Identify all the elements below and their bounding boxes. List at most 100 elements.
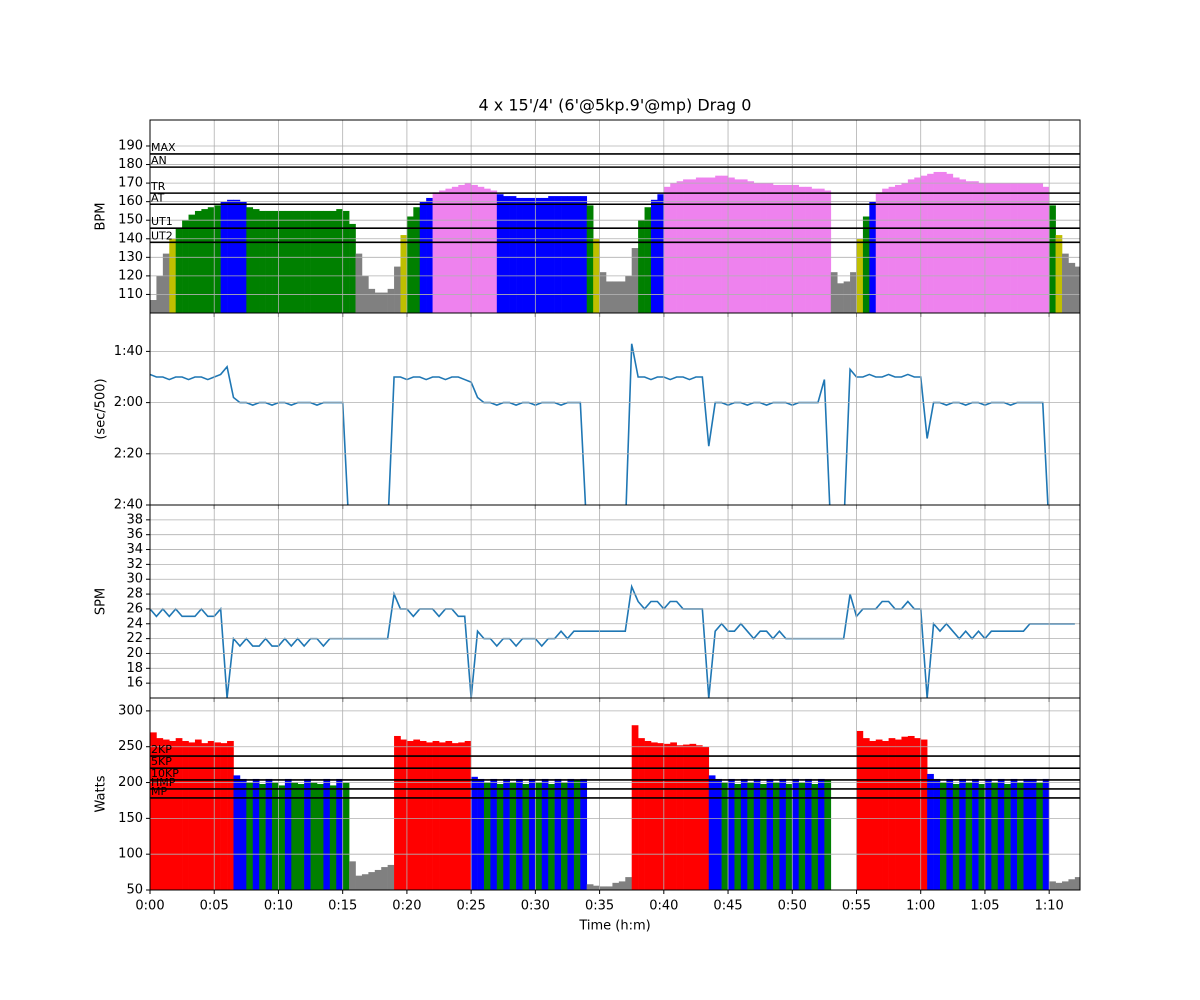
bar bbox=[272, 782, 279, 890]
bar bbox=[882, 188, 889, 313]
bar bbox=[188, 742, 196, 890]
bar bbox=[175, 738, 183, 890]
bar bbox=[554, 778, 562, 890]
bar bbox=[323, 778, 331, 890]
bar bbox=[194, 210, 202, 313]
bar bbox=[316, 210, 324, 313]
bar bbox=[432, 192, 440, 313]
panel bbox=[150, 120, 1080, 313]
bar bbox=[631, 725, 639, 890]
bar bbox=[708, 177, 716, 313]
bar bbox=[304, 778, 311, 890]
bar bbox=[516, 778, 523, 890]
bar bbox=[895, 739, 902, 890]
zone-label: UT1 bbox=[151, 215, 173, 228]
bar bbox=[715, 175, 722, 313]
bar bbox=[702, 177, 710, 313]
bar bbox=[291, 782, 299, 890]
bar bbox=[477, 778, 485, 890]
bar bbox=[837, 283, 844, 313]
bar bbox=[715, 778, 722, 890]
bar bbox=[426, 197, 433, 313]
bar bbox=[914, 177, 922, 313]
bar bbox=[792, 184, 799, 313]
bar bbox=[760, 183, 767, 313]
bar bbox=[618, 281, 626, 313]
bar bbox=[817, 188, 825, 313]
bar bbox=[638, 220, 645, 313]
bar bbox=[503, 196, 510, 313]
x-tick-label: 0:35 bbox=[585, 899, 614, 914]
bar bbox=[150, 732, 157, 890]
bar bbox=[548, 783, 555, 890]
bar bbox=[785, 184, 793, 313]
bar bbox=[907, 735, 915, 890]
bar bbox=[284, 210, 292, 313]
bar bbox=[182, 740, 189, 890]
bar bbox=[650, 742, 658, 890]
bar bbox=[528, 778, 536, 890]
panel bbox=[150, 698, 1080, 890]
panel-frame bbox=[149, 697, 1081, 891]
bar bbox=[361, 874, 369, 890]
x-axis-label: Time (h:m) bbox=[578, 919, 650, 934]
bar bbox=[882, 740, 889, 890]
x-tick-label: 1:00 bbox=[906, 899, 935, 914]
bar bbox=[670, 183, 677, 313]
bar bbox=[984, 183, 992, 313]
bar bbox=[567, 778, 575, 890]
bar bbox=[291, 210, 299, 313]
y-tick-label: 300 bbox=[118, 703, 143, 718]
bar bbox=[869, 740, 877, 890]
y-tick-label: 120 bbox=[118, 268, 143, 283]
bar bbox=[772, 782, 780, 890]
bar bbox=[573, 196, 581, 313]
bar bbox=[965, 181, 973, 313]
bar bbox=[432, 740, 440, 890]
x-tick-label: 0:55 bbox=[842, 899, 871, 914]
bar bbox=[747, 782, 755, 890]
bar bbox=[895, 184, 902, 313]
bar bbox=[522, 197, 530, 313]
bar bbox=[214, 205, 221, 313]
y-tick-label: 2:40 bbox=[114, 498, 143, 513]
bar bbox=[606, 886, 613, 890]
bar bbox=[323, 210, 331, 313]
bar bbox=[599, 272, 607, 313]
bar bbox=[182, 220, 189, 313]
bar bbox=[349, 223, 356, 313]
bar bbox=[233, 775, 241, 890]
bar bbox=[708, 775, 716, 890]
y-tick-label: 190 bbox=[118, 138, 143, 153]
y-tick-label: 36 bbox=[126, 527, 143, 542]
bar bbox=[259, 783, 266, 890]
bar bbox=[920, 175, 928, 313]
bar bbox=[336, 778, 343, 890]
bar bbox=[169, 740, 176, 890]
bar bbox=[811, 783, 819, 890]
bar bbox=[612, 281, 620, 313]
x-tick-label: 0:45 bbox=[713, 899, 742, 914]
bar bbox=[1062, 253, 1069, 313]
bar bbox=[888, 738, 896, 890]
x-tick-label: 0:50 bbox=[778, 899, 807, 914]
bar bbox=[811, 188, 819, 313]
x-tick-label: 1:05 bbox=[970, 899, 999, 914]
bar bbox=[625, 877, 632, 890]
bar bbox=[1074, 266, 1080, 313]
bar bbox=[381, 292, 388, 313]
bar bbox=[1029, 183, 1037, 313]
bar bbox=[663, 186, 671, 313]
bar bbox=[349, 861, 356, 890]
bar bbox=[573, 780, 581, 890]
bar bbox=[548, 196, 555, 313]
bar bbox=[747, 181, 755, 313]
bar bbox=[156, 738, 164, 890]
bar bbox=[785, 783, 793, 890]
bar bbox=[638, 738, 645, 890]
y-tick-label: 2:20 bbox=[114, 446, 143, 461]
y-tick-label: 200 bbox=[118, 775, 143, 790]
bar bbox=[1055, 235, 1063, 313]
bar bbox=[284, 778, 292, 890]
bar bbox=[978, 183, 986, 313]
